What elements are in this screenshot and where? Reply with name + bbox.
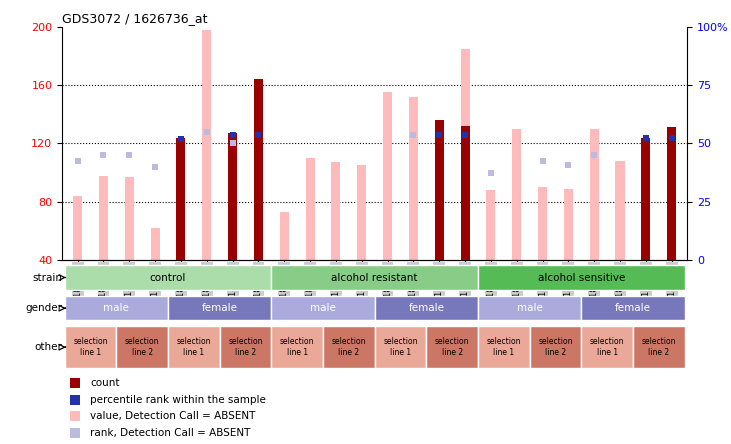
Bar (435, 122, 444, 260)
Bar (435, 120, 444, 260)
Bar (125, 177, 134, 260)
Bar (306, 158, 314, 260)
Bar (220, 326, 271, 368)
Bar (486, 190, 496, 260)
Bar (633, 326, 684, 368)
Bar (374, 326, 426, 368)
Bar (357, 165, 366, 260)
Bar (271, 266, 478, 289)
Bar (641, 143, 651, 260)
Text: other: other (34, 342, 62, 352)
Bar (529, 326, 581, 368)
Bar (590, 129, 599, 260)
Text: alcohol resistant: alcohol resistant (331, 273, 418, 282)
Text: female: female (202, 303, 238, 313)
Bar (478, 266, 684, 289)
Bar (168, 326, 220, 368)
Bar (116, 326, 168, 368)
Text: percentile rank within the sample: percentile rank within the sample (90, 395, 266, 404)
Bar (581, 296, 684, 320)
Bar (383, 92, 392, 260)
Text: selection
line 2: selection line 2 (435, 337, 469, 357)
Text: alcohol sensitive: alcohol sensitive (537, 273, 625, 282)
Bar (331, 163, 341, 260)
Bar (271, 296, 374, 320)
Text: selection
line 1: selection line 1 (383, 337, 417, 357)
Bar (426, 326, 478, 368)
Bar (168, 296, 271, 320)
Text: selection
line 2: selection line 2 (332, 337, 366, 357)
Text: count: count (90, 378, 120, 388)
Text: male: male (517, 303, 542, 313)
Text: selection
line 2: selection line 2 (642, 337, 676, 357)
Text: male: male (103, 303, 129, 313)
Bar (461, 126, 469, 260)
Bar (228, 133, 237, 260)
Bar (99, 175, 108, 260)
Bar (176, 138, 186, 260)
Text: GDS3072 / 1626736_at: GDS3072 / 1626736_at (62, 12, 208, 25)
Bar (65, 296, 168, 320)
Bar (564, 189, 573, 260)
Text: selection
line 2: selection line 2 (538, 337, 572, 357)
Bar (202, 30, 211, 260)
Bar (478, 296, 581, 320)
Text: selection
line 1: selection line 1 (590, 337, 624, 357)
Text: rank, Detection Call = ABSENT: rank, Detection Call = ABSENT (90, 428, 251, 438)
Bar (73, 196, 82, 260)
Text: female: female (409, 303, 444, 313)
Text: gender: gender (26, 303, 62, 313)
Text: selection
line 1: selection line 1 (487, 337, 521, 357)
Text: selection
line 1: selection line 1 (280, 337, 314, 357)
Bar (409, 97, 418, 260)
Text: selection
line 2: selection line 2 (228, 337, 262, 357)
Bar (478, 326, 529, 368)
Bar (538, 187, 547, 260)
Bar (641, 138, 651, 260)
Bar (512, 129, 521, 260)
Bar (581, 326, 633, 368)
Bar (323, 326, 374, 368)
Bar (616, 161, 624, 260)
Text: selection
line 2: selection line 2 (125, 337, 159, 357)
Text: female: female (615, 303, 651, 313)
Text: selection
line 1: selection line 1 (73, 337, 107, 357)
Bar (151, 228, 159, 260)
Bar (65, 266, 271, 289)
Bar (271, 326, 323, 368)
Bar (280, 212, 289, 260)
Bar (461, 48, 469, 260)
Bar (667, 127, 676, 260)
Text: strain: strain (32, 273, 62, 282)
Bar (254, 79, 263, 260)
Text: control: control (150, 273, 186, 282)
Bar (65, 326, 116, 368)
Text: selection
line 1: selection line 1 (177, 337, 211, 357)
Text: value, Detection Call = ABSENT: value, Detection Call = ABSENT (90, 411, 256, 421)
Bar (374, 296, 478, 320)
Text: male: male (310, 303, 336, 313)
